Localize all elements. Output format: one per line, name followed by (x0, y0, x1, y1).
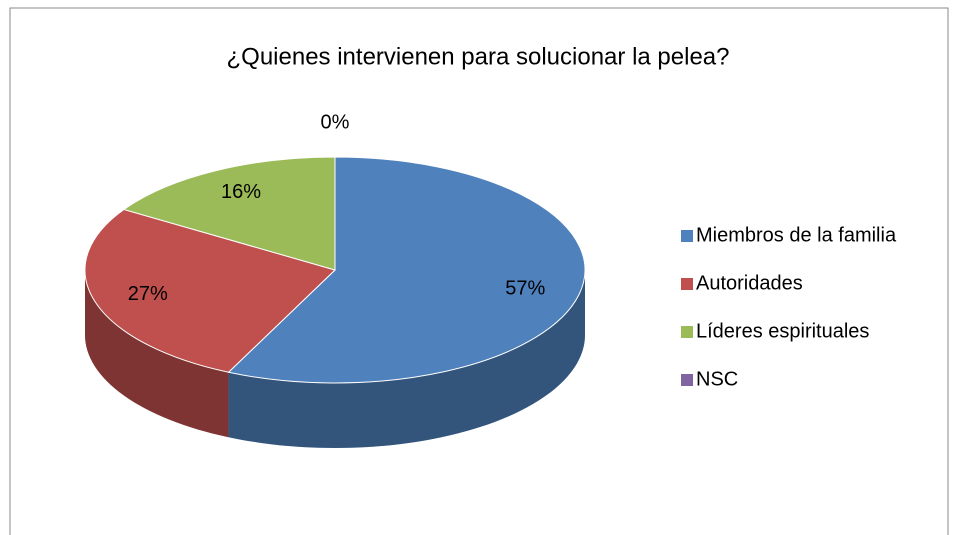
data-label: 16% (221, 181, 261, 203)
data-label: 0% (321, 111, 350, 133)
legend-swatch (681, 278, 693, 290)
slice-side-shade (228, 270, 586, 448)
pie: 57% 27% 16% 0% (84, 111, 586, 448)
data-label: 27% (128, 283, 168, 305)
slice-side-shade (85, 270, 229, 438)
legend-label: Autoridades (696, 272, 803, 294)
legend-label: Líderes espirituales (696, 320, 869, 342)
chart-title: ¿Quienes intervienen para solucionar la … (227, 43, 730, 70)
legend-swatch (681, 374, 693, 386)
legend-swatch (681, 326, 693, 338)
legend-label: Miembros de la familia (696, 224, 897, 246)
slice (227, 156, 586, 384)
slice (84, 208, 336, 373)
legend-swatch (681, 230, 693, 242)
data-label: 57% (505, 278, 545, 300)
slice-side (85, 270, 229, 438)
slice (122, 156, 336, 271)
legend-label: NSC (696, 368, 738, 390)
legend: Miembros de la familia Autoridades Líderes… (681, 224, 897, 390)
slice-side (228, 270, 586, 448)
